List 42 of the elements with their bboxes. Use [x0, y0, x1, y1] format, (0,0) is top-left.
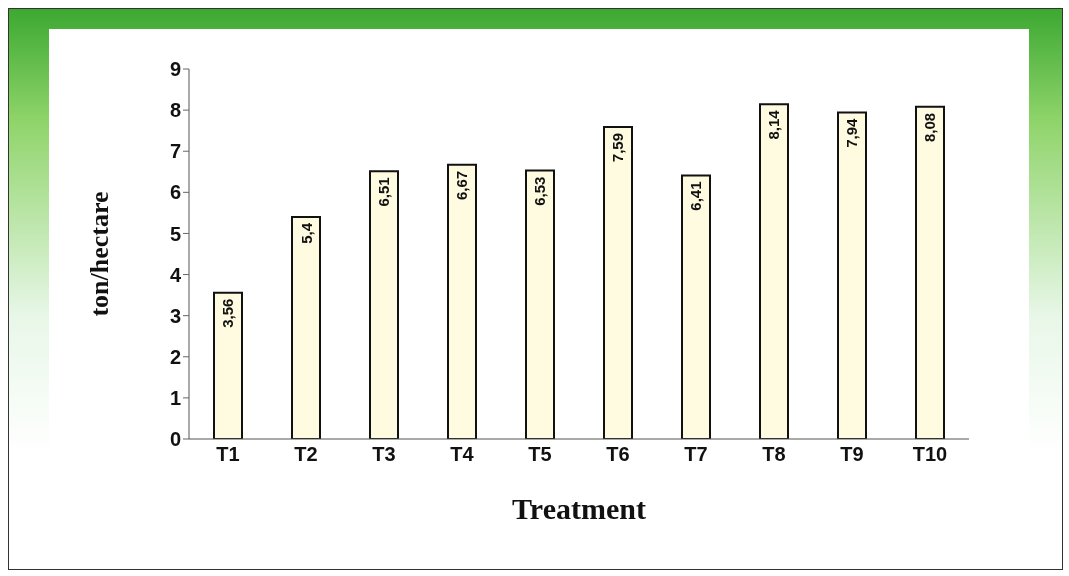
bar [837, 111, 867, 439]
y-tick-label: 0 [169, 428, 181, 451]
y-tick-label: 3 [169, 304, 181, 327]
bar [369, 170, 399, 439]
bar [213, 291, 243, 439]
data-label: 5,4 [297, 222, 315, 244]
y-tick-label: 7 [169, 140, 181, 163]
x-tick-label: T3 [372, 443, 396, 466]
x-tick-label: T9 [840, 443, 864, 466]
y-axis-title: ton/hectare [85, 191, 115, 317]
data-label: 6,41 [687, 181, 705, 211]
x-tick-label: T5 [528, 443, 552, 466]
bar [681, 174, 711, 439]
x-tick-label: T2 [294, 443, 318, 466]
data-label: 8,08 [921, 112, 939, 143]
y-tick-label: 6 [169, 181, 181, 204]
x-tick-label: T1 [216, 443, 240, 466]
x-tick-label: T6 [606, 443, 630, 466]
x-tick-label: T7 [684, 443, 708, 466]
bar [525, 169, 555, 439]
x-axis-title: Treatment [512, 492, 646, 525]
data-label: 8,14 [765, 109, 783, 140]
bar [759, 103, 789, 439]
x-tick-label: T8 [762, 443, 786, 466]
y-tick-label: 5 [169, 222, 181, 245]
data-label: 7,59 [609, 132, 627, 163]
y-tick-label: 8 [169, 99, 181, 122]
y-tick-label: 1 [169, 386, 181, 409]
y-tick-label: 2 [169, 345, 181, 368]
x-tick-label: T4 [450, 443, 475, 466]
bar [603, 125, 633, 439]
y-tick-label: 4 [169, 263, 182, 286]
data-label: 6,51 [375, 177, 393, 207]
y-tick-label: 9 [169, 58, 181, 81]
x-tick-label: T10 [912, 443, 948, 466]
bar [447, 163, 477, 439]
data-label: 3,56 [219, 298, 237, 328]
bar [915, 105, 945, 439]
bar [291, 216, 321, 439]
data-label: 7,94 [843, 117, 861, 148]
data-label: 6,67 [453, 170, 471, 200]
data-label: 6,53 [531, 176, 549, 206]
